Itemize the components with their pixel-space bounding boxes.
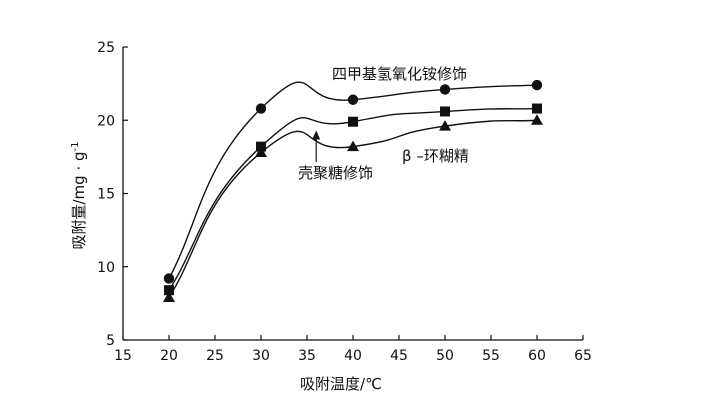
x-tick-label: 65 xyxy=(574,348,592,364)
x-tick-label: 45 xyxy=(390,348,408,364)
x-axis-label: 吸附温度/℃ xyxy=(300,375,382,393)
series-line-2 xyxy=(168,119,538,298)
annotation-beta-cyclodextrin: β –环糊精 xyxy=(402,147,469,165)
square-marker xyxy=(440,106,450,117)
square-marker xyxy=(532,103,542,114)
triangle-marker xyxy=(439,120,451,131)
annotation-tmah: 四甲基氢氧化铵修饰 xyxy=(332,65,467,83)
series-line-1 xyxy=(168,107,538,291)
annotation-chitosan: 壳聚糖修饰 xyxy=(298,164,373,182)
x-tick-label: 40 xyxy=(344,348,362,364)
y-tick-label: 25 xyxy=(97,40,115,56)
series-line-0 xyxy=(168,81,538,279)
y-tick-label: 5 xyxy=(106,333,115,349)
x-tick-label: 20 xyxy=(160,348,178,364)
y-tick-label: 15 xyxy=(97,187,115,203)
series-markers xyxy=(163,79,543,303)
square-marker xyxy=(348,116,358,127)
y-axis-label: 吸附量/mg · g-1 xyxy=(70,142,88,250)
triangle-marker xyxy=(531,114,543,125)
x-tick-label: 50 xyxy=(436,348,454,364)
triangle-marker xyxy=(347,140,359,152)
triangle-marker xyxy=(163,291,175,303)
plot-frame xyxy=(122,47,583,341)
annotation-arrow-head xyxy=(312,130,321,140)
y-axis-label-superscript: -1 xyxy=(70,142,81,152)
x-tick-label: 35 xyxy=(298,348,316,364)
series-curves xyxy=(168,81,538,298)
x-tick-label: 30 xyxy=(252,348,270,364)
y-tick-label: 20 xyxy=(97,113,115,129)
x-tick-label: 60 xyxy=(528,348,546,364)
x-tick-label: 15 xyxy=(114,348,132,364)
circle-marker xyxy=(163,273,175,284)
circle-marker xyxy=(439,84,451,95)
triangle-marker xyxy=(255,146,267,157)
x-tick-label: 25 xyxy=(206,348,224,364)
y-tick-label: 10 xyxy=(97,260,115,276)
circle-marker xyxy=(531,79,543,91)
square-marker xyxy=(164,285,174,296)
x-axis-ticks: 15 20 25 30 35 40 45 50 55 60 65 xyxy=(114,335,592,364)
y-axis-ticks: 5 10 15 20 25 xyxy=(97,40,128,349)
circle-marker xyxy=(347,94,359,105)
x-tick-label: 55 xyxy=(482,348,500,364)
circle-marker xyxy=(255,103,267,114)
